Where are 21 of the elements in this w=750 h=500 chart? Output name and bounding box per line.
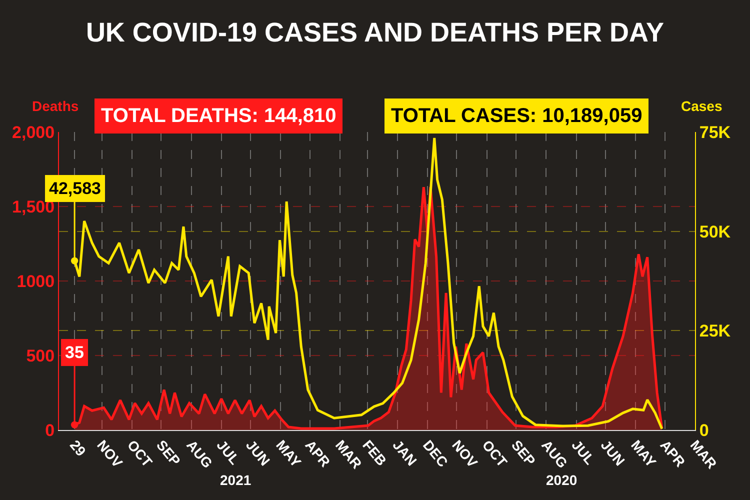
chart-title: UK COVID-19 CASES AND DEATHS PER DAY [86,17,664,48]
y2-tick-label: 50K [699,222,732,242]
text: TOTAL DEATHS: 144,810 [101,105,336,127]
y2-tick-label: 25K [699,322,732,341]
text: 2021 [220,472,252,488]
data-label: 35 [65,343,84,362]
y2-tick-label: 75K [699,122,732,142]
y-tick-label: 2,000 [12,122,55,142]
y2-tick-label: 0 [699,420,709,440]
y-tick-label: 0 [45,420,55,440]
x-tick-label: SEP [153,436,184,469]
x-tick-label: 29 [66,436,90,460]
y-tick-label: 1,500 [12,197,55,216]
x-tick-label: SEP [508,436,539,469]
y2-axis-title: Cases [681,98,722,114]
y-tick-label: 1000 [16,272,55,291]
y-tick-label: 500 [26,346,55,366]
data-label: 42,583 [49,179,101,198]
text: 2020 [546,472,578,488]
text: TOTAL CASES: 10,189,059 [391,105,642,127]
y-axis-title: Deaths [32,98,79,114]
